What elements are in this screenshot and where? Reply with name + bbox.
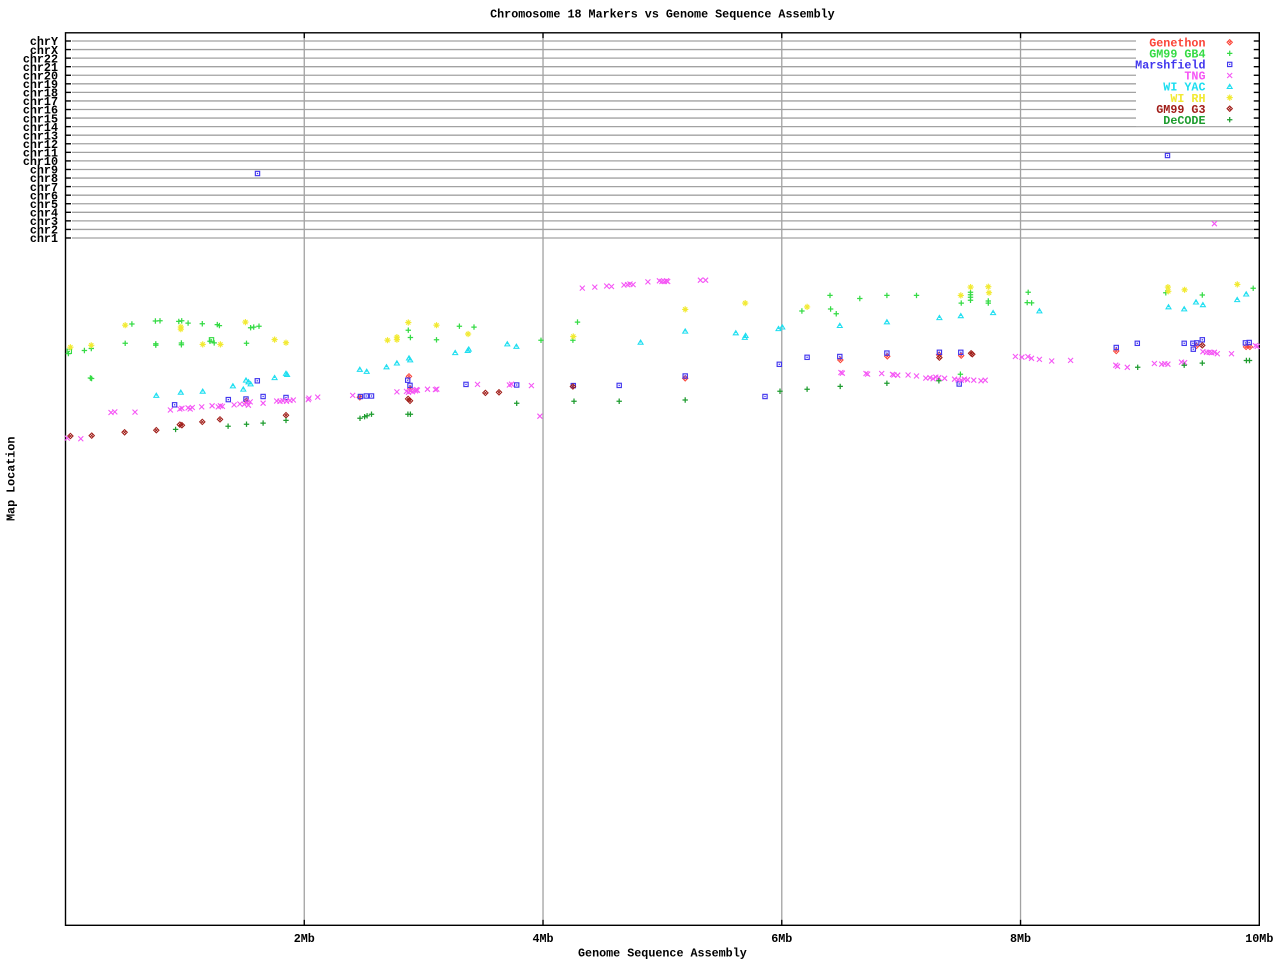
svg-text:chr14: chr14: [23, 121, 58, 135]
svg-text:chr8: chr8: [30, 172, 58, 186]
svg-text:chr9: chr9: [30, 164, 58, 178]
svg-text:chr22: chr22: [23, 52, 58, 66]
svg-text:chr17: chr17: [23, 95, 58, 109]
svg-text:TNG: TNG: [1184, 70, 1205, 84]
svg-text:chr15: chr15: [23, 112, 58, 126]
svg-text:chrX: chrX: [30, 44, 59, 58]
svg-text:Chromosome 18 Markers vs Genom: Chromosome 18 Markers vs Genome Sequence…: [490, 8, 835, 22]
svg-text:chr6: chr6: [30, 189, 58, 203]
svg-text:chr2: chr2: [30, 224, 58, 238]
svg-text:GM99 G3: GM99 G3: [1156, 103, 1205, 117]
svg-text:Genome Sequence Assembly: Genome Sequence Assembly: [578, 947, 747, 961]
svg-text:chr7: chr7: [30, 181, 58, 195]
svg-text:10Mb: 10Mb: [1245, 932, 1273, 946]
svg-text:8Mb: 8Mb: [1010, 932, 1031, 946]
svg-text:chr16: chr16: [23, 104, 58, 118]
svg-text:chr5: chr5: [30, 198, 58, 212]
svg-text:chr10: chr10: [23, 155, 58, 169]
svg-text:chr18: chr18: [23, 87, 58, 101]
svg-text:GM99 GB4: GM99 GB4: [1149, 48, 1205, 62]
svg-text:WI RH: WI RH: [1170, 92, 1205, 106]
svg-text:WI YAC: WI YAC: [1163, 81, 1205, 95]
svg-text:Map Location: Map Location: [5, 437, 19, 521]
svg-text:chr12: chr12: [23, 138, 58, 152]
svg-text:chr1: chr1: [30, 232, 58, 246]
svg-text:chr19: chr19: [23, 78, 58, 92]
svg-text:chr21: chr21: [23, 61, 58, 75]
svg-text:Genethon: Genethon: [1149, 37, 1205, 51]
svg-text:DeCODE: DeCODE: [1163, 114, 1205, 128]
svg-text:chr11: chr11: [23, 147, 58, 161]
svg-text:Marshfield: Marshfield: [1135, 59, 1205, 73]
svg-text:chrY: chrY: [30, 35, 59, 49]
svg-text:2Mb: 2Mb: [294, 932, 315, 946]
svg-text:chr4: chr4: [30, 207, 58, 221]
svg-text:chr20: chr20: [23, 69, 58, 83]
svg-text:4Mb: 4Mb: [532, 932, 553, 946]
svg-text:chr13: chr13: [23, 129, 58, 143]
svg-text:6Mb: 6Mb: [771, 932, 792, 946]
svg-text:chr3: chr3: [30, 215, 58, 229]
